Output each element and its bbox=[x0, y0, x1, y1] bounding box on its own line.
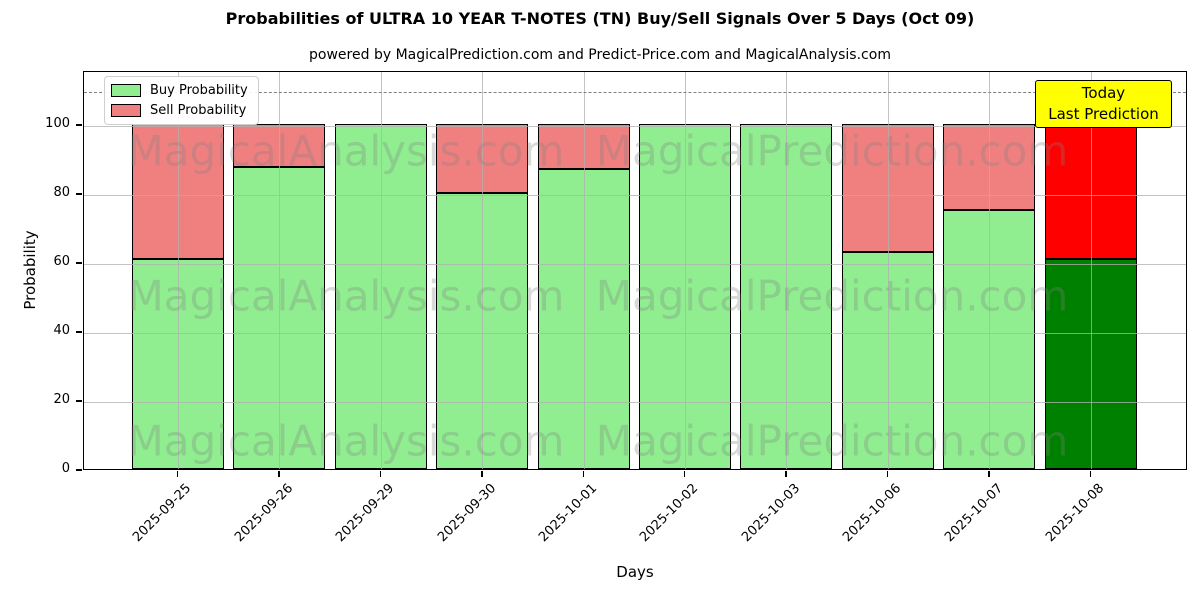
annotation-line-2: Last Prediction bbox=[1048, 105, 1159, 123]
plot-area: MagicalAnalysis.com MagicalPrediction.com… bbox=[83, 71, 1187, 470]
legend-item-sell: Sell Probability bbox=[111, 103, 248, 118]
legend-buy-label: Buy Probability bbox=[150, 83, 248, 98]
legend: Buy Probability Sell Probability bbox=[104, 76, 259, 125]
watermark-text: MagicalPrediction.com bbox=[595, 126, 1069, 176]
watermark-text: MagicalAnalysis.com bbox=[127, 271, 565, 321]
gridline-y-40 bbox=[84, 333, 1186, 335]
x-tick-2025-10-01 bbox=[582, 471, 584, 477]
x-tick-2025-09-29 bbox=[379, 471, 382, 477]
x-tick-2025-10-06 bbox=[886, 471, 889, 477]
x-tick-2025-10-03 bbox=[785, 471, 787, 477]
gridline-y-60 bbox=[84, 264, 1186, 266]
gridline-x-2025-10-07 bbox=[989, 72, 991, 469]
x-tick-label-2025-10-08: 2025-10-08 bbox=[1043, 481, 1108, 546]
y-tick-40 bbox=[76, 331, 82, 333]
y-tick-80 bbox=[76, 193, 82, 195]
gridline-x-2025-10-03 bbox=[786, 72, 788, 469]
legend-item-buy: Buy Probability bbox=[111, 83, 248, 98]
annotation-line-1: Today bbox=[1081, 84, 1126, 102]
y-tick-label-80: 80 bbox=[53, 185, 70, 201]
x-tick-label-2025-09-30: 2025-09-30 bbox=[434, 481, 499, 546]
y-axis-label: Probability bbox=[21, 230, 39, 310]
y-tick-label-100: 100 bbox=[45, 116, 70, 132]
x-tick-2025-10-02 bbox=[684, 471, 686, 477]
chart-title: Probabilities of ULTRA 10 YEAR T-NOTES (… bbox=[225, 9, 975, 28]
buy-swatch-icon bbox=[111, 84, 141, 97]
gridline-y-100 bbox=[84, 126, 1186, 128]
gridline-x-2025-10-02 bbox=[685, 72, 686, 469]
x-tick-label-2025-09-26: 2025-09-26 bbox=[231, 481, 297, 546]
x-tick-2025-10-07 bbox=[988, 471, 990, 477]
y-tick-60 bbox=[76, 262, 82, 264]
x-tick-label-2025-09-29: 2025-09-29 bbox=[333, 481, 398, 546]
gridline-y-80 bbox=[84, 195, 1186, 197]
gridline-x-2025-09-26 bbox=[279, 72, 281, 469]
x-tick-label-2025-10-01: 2025-10-01 bbox=[536, 481, 601, 546]
x-tick-2025-09-30 bbox=[481, 471, 483, 477]
gridline-x-2025-09-29 bbox=[380, 72, 382, 469]
watermark-text: MagicalAnalysis.com bbox=[127, 416, 565, 466]
sell-swatch-icon bbox=[111, 104, 141, 117]
gridline-x-2025-10-08 bbox=[1090, 72, 1092, 469]
x-tick-2025-09-26 bbox=[278, 471, 280, 477]
x-axis-label: Days bbox=[616, 563, 654, 581]
x-tick-label-2025-10-03: 2025-10-03 bbox=[738, 481, 804, 546]
gridline-x-2025-10-06 bbox=[887, 72, 889, 469]
watermark-text: MagicalAnalysis.com bbox=[127, 126, 565, 176]
x-tick-label-2025-10-06: 2025-10-06 bbox=[840, 481, 905, 546]
gridline-x-2025-09-30 bbox=[482, 72, 484, 469]
gridline-x-2025-09-25 bbox=[178, 72, 179, 469]
y-tick-label-60: 60 bbox=[53, 254, 70, 270]
x-tick-label-2025-10-02: 2025-10-02 bbox=[637, 481, 702, 546]
today-annotation: Today Last Prediction bbox=[1035, 80, 1172, 128]
y-tick-0 bbox=[76, 469, 82, 471]
y-tick-label-0: 0 bbox=[61, 461, 70, 476]
y-tick-100 bbox=[76, 124, 82, 126]
x-tick-2025-09-25 bbox=[177, 471, 179, 477]
x-tick-label-2025-09-25: 2025-09-25 bbox=[130, 481, 195, 546]
x-tick-2025-10-08 bbox=[1089, 471, 1091, 477]
gridline-y-20 bbox=[84, 402, 1186, 404]
chart-subtitle: powered by MagicalPrediction.com and Pre… bbox=[309, 47, 891, 63]
gridline-x-2025-10-01 bbox=[583, 72, 585, 469]
threshold-dashed-line bbox=[84, 91, 1186, 93]
y-tick-20 bbox=[76, 400, 82, 402]
watermark-text: MagicalPrediction.com bbox=[595, 416, 1069, 466]
y-tick-label-40: 40 bbox=[53, 323, 70, 339]
watermark-text: MagicalPrediction.com bbox=[595, 271, 1069, 321]
x-tick-label-2025-10-07: 2025-10-07 bbox=[941, 481, 1006, 546]
legend-sell-label: Sell Probability bbox=[150, 103, 247, 118]
y-tick-label-20: 20 bbox=[53, 392, 70, 408]
